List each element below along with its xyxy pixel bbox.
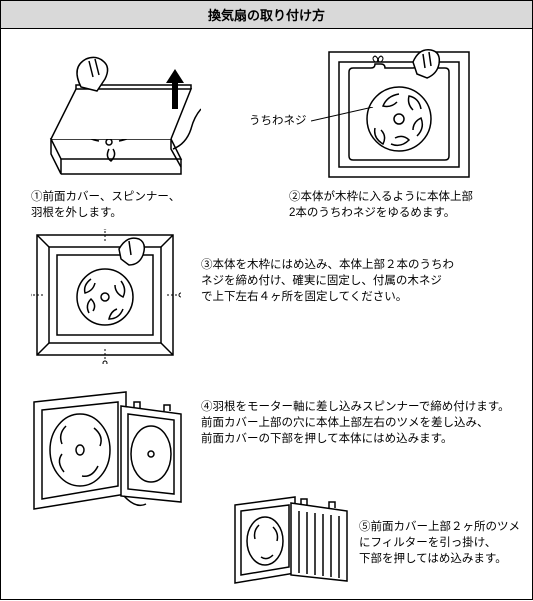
instruction-page: 換気扇の取り付け方 [0,0,533,600]
step4-illustration [26,384,191,524]
step3-caption: ③本体を木枠にはめ込み、本体上部２本のうちわ ネジを締め付け、確実に固定し、付属… [201,257,454,305]
step3-illustration [31,229,181,364]
step4-caption: ④羽根をモーター軸に差し込みスピンナーで締め付けます。 前面カバー上部の穴に本体… [201,399,510,447]
content-area: ①前面カバー、スピンナー、 羽根を外します。 [1,29,532,601]
lift-arrow-icon [166,69,184,112]
page-title: 換気扇の取り付け方 [208,8,325,23]
wingnut-leader-line [311,107,381,128]
step2-caption: ②本体が木枠に入るように本体上部 2本のうちわネジをゆるめます。 [289,189,473,221]
wingnut-label: うちわネジ [249,113,307,129]
step5-illustration [229,491,354,591]
step5-caption: ⑤前面カバー上部２ヶ所のツメ にフィルターを引っ掛け、 下部を押してはめ込みます… [359,519,520,567]
page-header: 換気扇の取り付け方 [1,1,532,29]
step1-caption: ①前面カバー、スピンナー、 羽根を外します。 [31,189,180,221]
